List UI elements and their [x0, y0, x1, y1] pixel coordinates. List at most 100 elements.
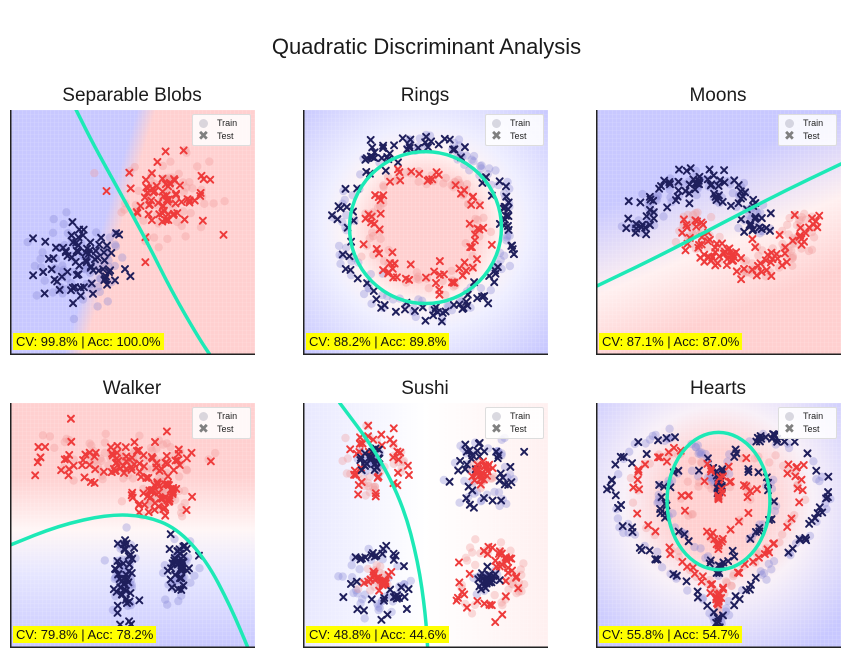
- test-point: [471, 230, 480, 239]
- train-point: [645, 435, 655, 444]
- test-point: [51, 243, 60, 252]
- test-point: [113, 608, 122, 617]
- test-point: [171, 456, 180, 465]
- test-point: [506, 462, 515, 471]
- train-point: [659, 212, 668, 221]
- train-point: [797, 213, 806, 222]
- train-point: [455, 498, 464, 507]
- train-point: [176, 508, 186, 517]
- test-point: [421, 316, 430, 325]
- test-point: [372, 244, 381, 253]
- test-point: [424, 143, 433, 152]
- test-point: [462, 297, 471, 306]
- train-point: [205, 157, 214, 166]
- test-point: [656, 504, 665, 513]
- test-point: [374, 472, 383, 481]
- train-point: [504, 585, 513, 594]
- test-point: [81, 450, 90, 459]
- test-point: [494, 451, 503, 460]
- test-point: [783, 522, 792, 531]
- test-point: [177, 197, 186, 206]
- train-point: [788, 252, 797, 261]
- panel-moons: Train ✖ Test CV: 87.1% | Acc: 87.0%: [596, 110, 841, 355]
- test-point: [59, 243, 68, 252]
- test-point: [125, 168, 134, 177]
- train-marker-icon: [785, 412, 794, 421]
- test-point: [751, 214, 760, 223]
- test-point: [616, 452, 625, 461]
- test-point: [166, 530, 175, 539]
- train-point: [90, 168, 99, 178]
- train-point: [147, 446, 157, 455]
- test-point: [94, 266, 103, 275]
- test-point: [793, 484, 802, 493]
- test-marker-icon: ✖: [198, 421, 209, 436]
- test-point: [144, 508, 153, 517]
- train-point: [62, 208, 71, 217]
- test-point: [649, 214, 658, 223]
- test-point: [488, 543, 497, 552]
- test-point: [385, 149, 394, 158]
- test-point: [714, 561, 723, 570]
- train-point: [179, 207, 188, 216]
- test-point: [366, 135, 375, 144]
- test-point: [144, 210, 153, 219]
- test-point: [161, 503, 170, 512]
- panel-title-rings: Rings: [400, 85, 450, 106]
- test-point: [504, 568, 513, 577]
- test-point: [40, 289, 49, 298]
- train-point: [334, 572, 343, 581]
- test-point: [746, 487, 755, 496]
- score-badge: CV: 79.8% | Acc: 78.2%: [13, 626, 157, 643]
- test-point: [498, 610, 507, 619]
- test-point: [760, 550, 769, 559]
- test-point: [783, 469, 792, 478]
- train-point: [698, 595, 707, 604]
- test-point: [693, 593, 702, 602]
- train-point: [158, 568, 168, 578]
- test-point: [801, 533, 810, 542]
- train-point: [491, 166, 500, 175]
- test-point: [430, 267, 439, 276]
- train-point: [754, 251, 763, 260]
- test-point: [126, 184, 135, 193]
- test-point: [354, 481, 363, 490]
- test-point: [720, 178, 729, 187]
- test-point: [754, 468, 763, 477]
- train-point: [496, 538, 506, 547]
- test-point: [657, 493, 666, 502]
- test-point: [164, 472, 172, 481]
- train-point: [727, 581, 736, 590]
- train-point: [158, 440, 168, 449]
- test-point: [153, 157, 162, 166]
- test-point: [761, 256, 770, 265]
- test-point: [700, 477, 709, 486]
- test-point: [507, 241, 516, 250]
- train-point: [801, 495, 810, 504]
- test-point: [607, 476, 616, 485]
- train-point: [349, 588, 358, 598]
- test-point: [102, 272, 111, 281]
- test-point: [422, 132, 431, 141]
- test-point: [127, 465, 136, 474]
- test-point: [693, 217, 702, 226]
- train-point: [778, 530, 787, 539]
- train-point: [447, 266, 456, 275]
- test-point: [466, 243, 475, 252]
- test-point: [372, 551, 381, 560]
- train-point: [690, 542, 699, 552]
- test-point: [467, 200, 476, 209]
- test-point: [487, 601, 496, 610]
- train-marker-icon: [199, 119, 208, 128]
- train-point: [372, 561, 381, 570]
- test-point: [473, 255, 482, 264]
- test-point: [173, 209, 182, 218]
- panel-rings: Train ✖ Test CV: 88.2% | Acc: 89.8%: [303, 110, 548, 355]
- test-point: [339, 593, 348, 602]
- test-point: [664, 448, 673, 457]
- panel-sushi: Train ✖ Test CV: 48.8% | Acc: 44.6%: [303, 403, 548, 648]
- train-point: [477, 164, 486, 173]
- test-point: [603, 485, 612, 494]
- test-point: [473, 596, 482, 605]
- test-point: [500, 202, 509, 211]
